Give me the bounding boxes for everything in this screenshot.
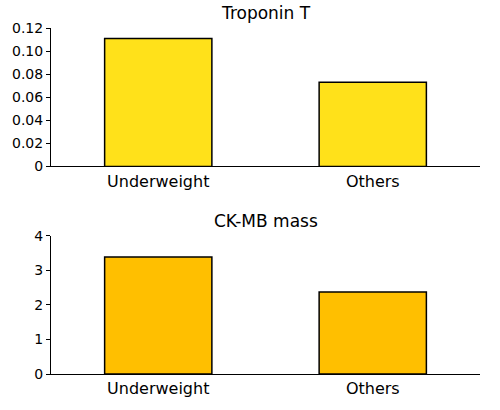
svg-text:CK-MB mass: CK-MB mass	[214, 211, 318, 231]
svg-text:0: 0	[34, 366, 43, 382]
svg-text:Underweight: Underweight	[107, 172, 209, 191]
svg-text:2: 2	[34, 297, 43, 313]
svg-text:4: 4	[34, 228, 43, 244]
svg-text:0: 0	[34, 158, 43, 174]
svg-text:3: 3	[34, 262, 43, 278]
svg-text:0.02: 0.02	[12, 135, 43, 151]
svg-text:0.06: 0.06	[12, 89, 43, 105]
svg-text:0.08: 0.08	[12, 66, 43, 82]
svg-text:0.12: 0.12	[12, 20, 43, 36]
svg-text:Others: Others	[346, 172, 400, 191]
svg-text:Troponin T: Troponin T	[221, 3, 311, 23]
svg-text:Underweight: Underweight	[107, 379, 209, 398]
svg-text:0.04: 0.04	[12, 112, 43, 128]
svg-text:0.10: 0.10	[12, 43, 43, 59]
svg-text:Others: Others	[346, 379, 400, 398]
svg-text:1: 1	[34, 331, 43, 347]
